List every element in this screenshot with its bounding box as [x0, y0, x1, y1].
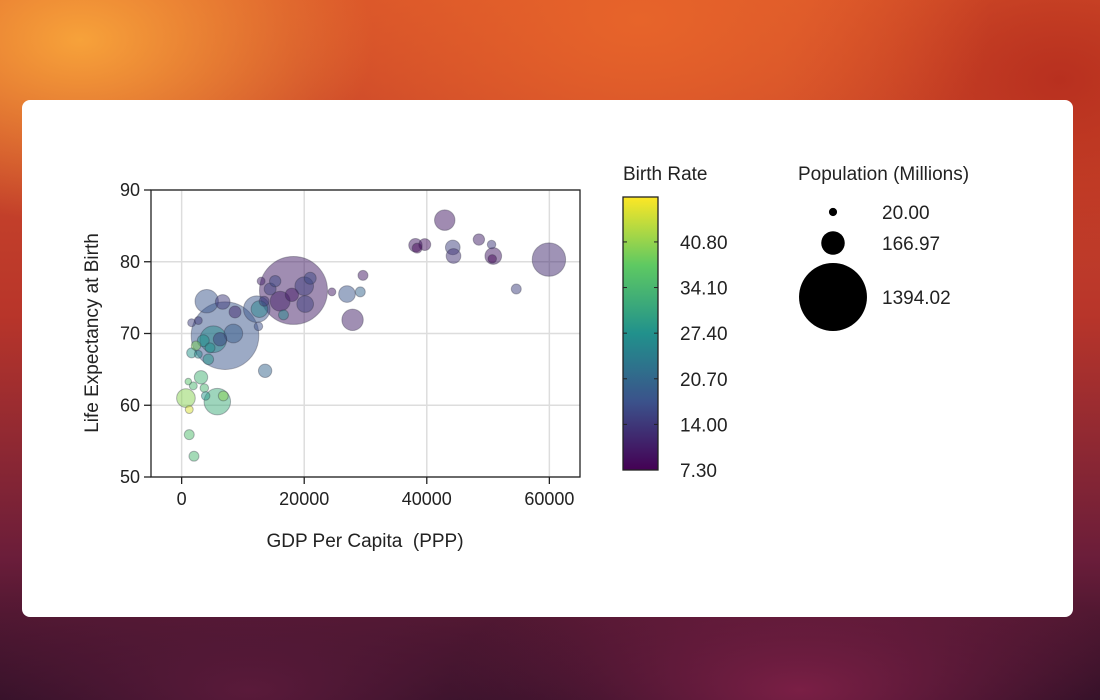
colorbar-tick-label: 14.00	[680, 415, 728, 436]
data-point-bubble	[284, 287, 300, 302]
size-legend-title: Population (Millions)	[798, 164, 969, 185]
data-point-bubble	[200, 391, 211, 401]
size-legend-label: 166.97	[882, 234, 940, 255]
data-point-bubble	[223, 323, 244, 344]
data-point-bubble	[176, 388, 196, 408]
data-point-bubble	[194, 289, 219, 314]
data-point-bubble	[472, 233, 486, 246]
data-point-bubble	[193, 349, 203, 359]
data-point-bubble	[303, 271, 317, 285]
y-axis: 50 60 70 80 90	[120, 180, 151, 487]
data-point-bubble	[327, 287, 337, 297]
data-point-bubble	[184, 405, 194, 415]
data-point-bubble	[217, 390, 229, 402]
colorbar-tick-label: 34.10	[680, 279, 728, 300]
data-point-bubble	[510, 283, 522, 295]
data-point-bubble	[257, 363, 273, 378]
data-point-bubble	[183, 429, 195, 441]
data-point-bubble	[341, 308, 364, 332]
colorbar-tick-label: 40.80	[680, 233, 728, 254]
chart-card	[22, 100, 1073, 617]
y-tick-label: 60	[120, 395, 140, 415]
data-point-bubble	[202, 353, 215, 366]
data-point-bubble	[204, 342, 216, 354]
data-point-bubble	[487, 254, 498, 264]
data-point-bubble	[434, 209, 456, 231]
size-legend-label: 20.00	[882, 203, 930, 224]
data-point-bubble	[354, 286, 366, 298]
data-point-bubble	[214, 294, 231, 310]
data-point-bubble	[486, 239, 497, 250]
data-point-bubble	[338, 285, 356, 303]
data-point-bubble	[256, 276, 266, 286]
data-point-bubble	[199, 383, 210, 393]
size-legend-marker	[828, 207, 838, 217]
x-axis-label: GDP Per Capita (PPP)	[266, 531, 463, 552]
colorbar-ticks: 40.80 34.10 27.40 20.70 14.00 7.30	[623, 233, 728, 482]
x-tick-label: 60000	[524, 489, 574, 509]
y-axis-label: Life Expectancy at Birth	[82, 233, 103, 433]
data-point-bubble	[193, 316, 203, 326]
data-points	[176, 209, 567, 462]
y-tick-label: 70	[120, 324, 140, 344]
y-tick-label: 50	[120, 467, 140, 487]
data-point-bubble	[258, 295, 270, 307]
colorbar-tick-label: 20.70	[680, 370, 728, 391]
data-point-bubble	[196, 334, 210, 348]
data-point-bubble	[212, 332, 228, 347]
colorbar-tick-label: 7.30	[680, 461, 717, 482]
x-tick-label: 40000	[402, 489, 452, 509]
data-point-bubble	[278, 309, 289, 321]
x-tick-label: 0	[177, 489, 187, 509]
data-point-bubble	[357, 269, 369, 281]
x-axis: 0 20000 40000 60000	[177, 477, 574, 509]
data-point-bubble	[296, 295, 315, 313]
size-legend-marker	[799, 263, 867, 331]
data-point-bubble	[531, 242, 567, 277]
data-point-bubble	[268, 274, 282, 288]
data-point-bubble	[190, 340, 202, 351]
colorbar	[622, 196, 659, 471]
x-tick-label: 20000	[279, 489, 329, 509]
colorbar-tick-label: 27.40	[680, 324, 728, 345]
data-point-bubble	[445, 248, 462, 264]
data-point-bubble	[188, 450, 200, 462]
size-legend-label: 1394.02	[882, 288, 951, 309]
size-legend: 20.00 166.97 1394.02	[799, 203, 951, 331]
data-point-bubble	[228, 305, 242, 319]
y-tick-label: 80	[120, 252, 140, 272]
data-point-bubble	[188, 381, 198, 391]
colorbar-title: Birth Rate	[623, 164, 707, 185]
data-point-bubble	[193, 370, 209, 385]
size-legend-marker	[821, 231, 845, 255]
data-point-bubble	[184, 377, 193, 386]
data-point-bubble	[411, 242, 423, 254]
y-tick-label: 90	[120, 180, 140, 200]
data-point-bubble	[253, 321, 264, 332]
